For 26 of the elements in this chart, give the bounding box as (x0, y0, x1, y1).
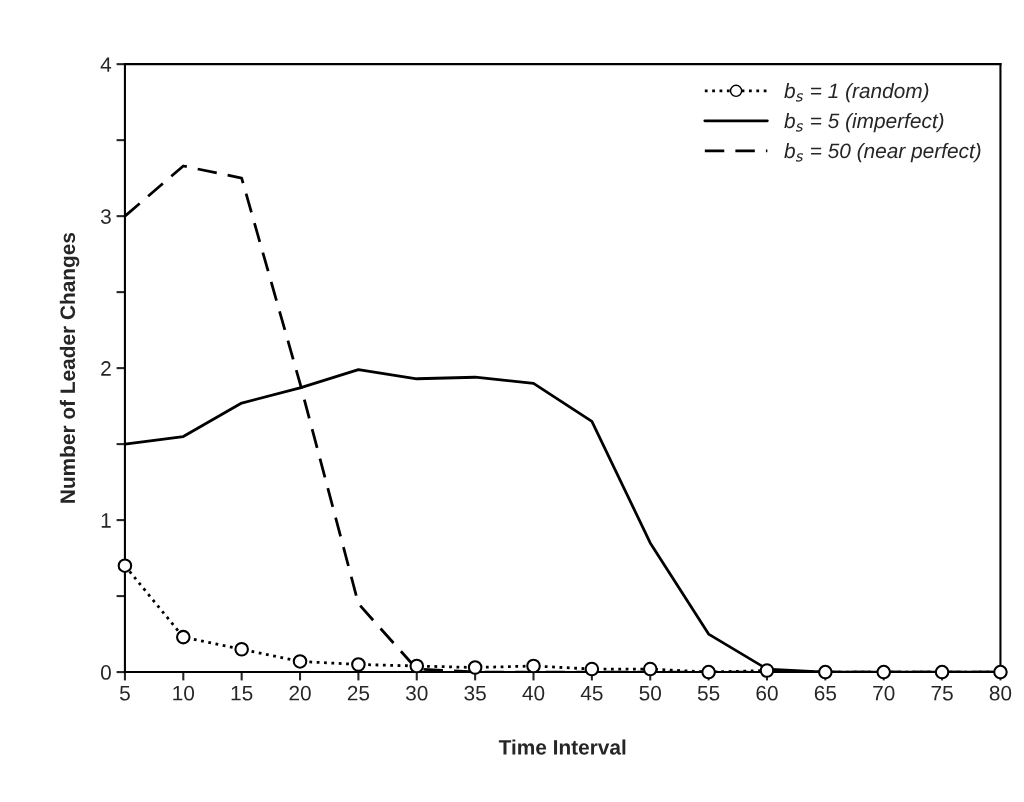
y-tick-label: 2 (101, 361, 111, 376)
x-tick-label: 75 (931, 686, 953, 701)
x-tick-label: 80 (989, 685, 1012, 701)
x-tick-label: 55 (697, 686, 720, 701)
y-axis-title: Number of Leader Changes (59, 232, 80, 503)
y-tick-label: 4 (100, 57, 112, 72)
x-tick-label: 40 (522, 685, 545, 701)
y-tick-label: 0 (100, 665, 111, 680)
x-tick-label: 50 (639, 685, 662, 701)
x-tick-label: 25 (347, 685, 370, 701)
y-tick-label: 1 (101, 513, 111, 528)
x-tick-label: 70 (873, 685, 895, 701)
x-tick-label: 35 (464, 685, 486, 701)
x-tick-label: 45 (580, 686, 603, 701)
y-tick-label: 3 (100, 209, 111, 224)
x-tick-label: 5 (119, 686, 130, 701)
x-axis-title: Time Interval (498, 739, 626, 755)
legend-label: b$_{s}$ = 50 (near perfect) (784, 142, 981, 163)
legend-label: b$_{s}$ = 5 (imperfect) (784, 112, 944, 133)
legend-label: b$_{s}$ = 1 (random) (784, 82, 929, 103)
x-tick-label: 10 (173, 685, 195, 701)
x-tick-label: 65 (814, 685, 837, 701)
x-tick-label: 20 (289, 685, 311, 701)
x-tick-label: 60 (756, 685, 778, 701)
x-tick-label: 15 (231, 686, 253, 701)
x-tick-label: 30 (405, 685, 428, 701)
